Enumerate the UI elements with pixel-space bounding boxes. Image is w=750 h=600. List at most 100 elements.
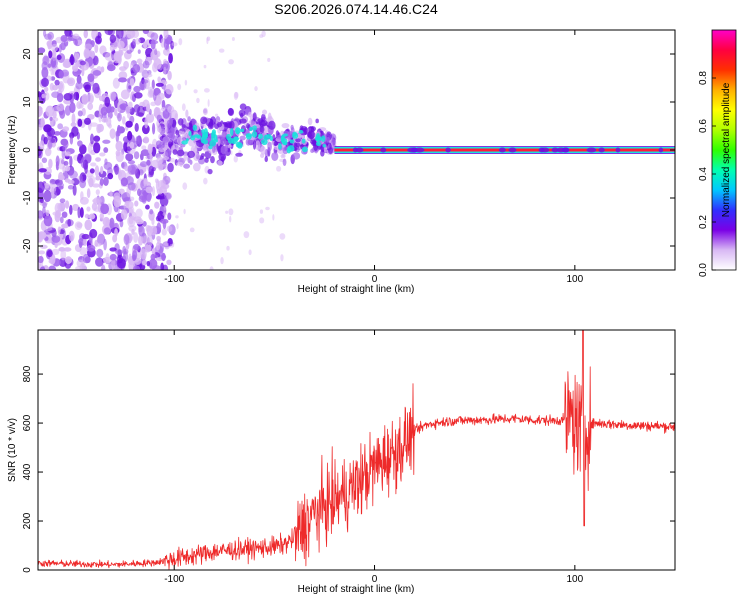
spectral-blob (286, 146, 292, 154)
colorbar-tick-label: 0.2 (698, 215, 709, 229)
spectral-blob (44, 33, 52, 40)
snr-y-label: SNR (10 * v/v) (7, 418, 18, 482)
spectral-blob (115, 151, 124, 163)
spectral-blob (163, 48, 170, 56)
spectral-blob (295, 138, 301, 143)
spectral-blob (292, 152, 301, 160)
spectral-blob (96, 123, 102, 134)
spectral-blob (310, 126, 314, 133)
spectral-blob (48, 50, 53, 59)
colorbar-tick-label: 0.0 (698, 263, 709, 277)
spectral-blob (109, 190, 113, 197)
spectral-blob (138, 234, 144, 246)
spectral-blob (74, 221, 83, 231)
spectral-blob (228, 59, 234, 65)
spectral-blob (81, 233, 90, 240)
spectral-blob (99, 152, 106, 157)
spectral-blob (79, 144, 87, 155)
spectral-blob (142, 60, 150, 69)
spectral-blob (218, 48, 225, 53)
spectral-blob (93, 197, 102, 206)
spectral-blob (161, 228, 167, 236)
spectral-blob (129, 78, 135, 86)
spectral-blob (133, 232, 139, 243)
spectral-blob (102, 139, 111, 144)
spectral-blob (123, 234, 130, 245)
spectral-blob (210, 155, 215, 164)
spectral-blob (255, 140, 261, 151)
spectral-blob (82, 253, 90, 264)
spectral-blob (117, 49, 123, 59)
spectral-blob (79, 247, 88, 256)
spectral-blob (72, 65, 79, 72)
spectral-blob (282, 158, 287, 166)
spectral-blob (272, 214, 275, 221)
spectral-blob (63, 247, 72, 252)
spectral-blob (269, 136, 273, 141)
spectral-blob (149, 225, 158, 236)
spectral-blob (131, 249, 138, 261)
spectral-blob (202, 107, 208, 116)
spectral-blob (64, 165, 71, 172)
spectral-blob (201, 132, 208, 140)
spectral-blob (87, 143, 93, 154)
spectral-blob (187, 116, 191, 122)
spectral-blob (38, 105, 43, 117)
spectral-blob (498, 147, 506, 153)
spectral-blob (71, 126, 79, 137)
spectral-blob (158, 146, 167, 153)
spectral-blob (60, 35, 68, 43)
spectral-blob (94, 35, 102, 45)
spectral-blob (307, 117, 313, 126)
spectral-blob (90, 133, 94, 145)
spectral-blob (225, 210, 229, 214)
spectral-blob (235, 152, 243, 157)
spectral-blob (230, 150, 233, 155)
spectral-blob (249, 126, 253, 132)
spectral-blob (48, 158, 53, 169)
spectral-blob (159, 218, 169, 224)
spectral-blob (50, 68, 54, 76)
spectral-blob (169, 244, 175, 248)
spectral-blob (109, 128, 116, 139)
spectral-blob (95, 257, 104, 267)
spectral-blob (137, 188, 142, 197)
snr-x-tick-label: 0 (372, 574, 378, 585)
spectral-blob (238, 109, 246, 117)
spectral-blob (61, 223, 70, 229)
spectral-blob (156, 114, 162, 122)
spectral-blob (152, 90, 157, 101)
spectral-blob (65, 200, 70, 209)
spectral-blob (162, 136, 169, 143)
spectral-blob (251, 130, 258, 138)
spectral-blob (147, 143, 153, 155)
spectral-blob (217, 138, 221, 147)
spectral-blob (183, 208, 186, 215)
spectral-blob (148, 165, 155, 176)
spectral-blob (314, 135, 322, 142)
spectral-blob (38, 124, 43, 131)
snr-y-ticks: 0 200 400 600 800 (22, 365, 675, 573)
spectral-blob (174, 113, 179, 121)
spectral-blob (252, 112, 257, 122)
spectral-blob (51, 186, 55, 199)
spectral-blob (150, 39, 156, 50)
spectral-blob (87, 73, 95, 83)
spectral-blob (280, 254, 284, 262)
spectral-blob (254, 86, 258, 92)
spectral-blob (109, 217, 115, 229)
spectral-blob (143, 178, 147, 187)
spectrogram-x-label: Height of straight line (km) (298, 284, 415, 295)
spectral-blob (51, 43, 58, 52)
spectral-blob (155, 82, 164, 87)
spectral-blob (84, 213, 90, 219)
spectral-blob (115, 30, 124, 39)
spectral-blob (187, 150, 196, 159)
spectral-blob (156, 235, 161, 242)
spectral-blob (226, 245, 230, 251)
spectral-blob (301, 138, 306, 144)
spectral-blob (271, 152, 279, 161)
spectral-blob (96, 248, 104, 258)
spectral-blob (206, 37, 209, 45)
spectral-blob (239, 135, 246, 141)
